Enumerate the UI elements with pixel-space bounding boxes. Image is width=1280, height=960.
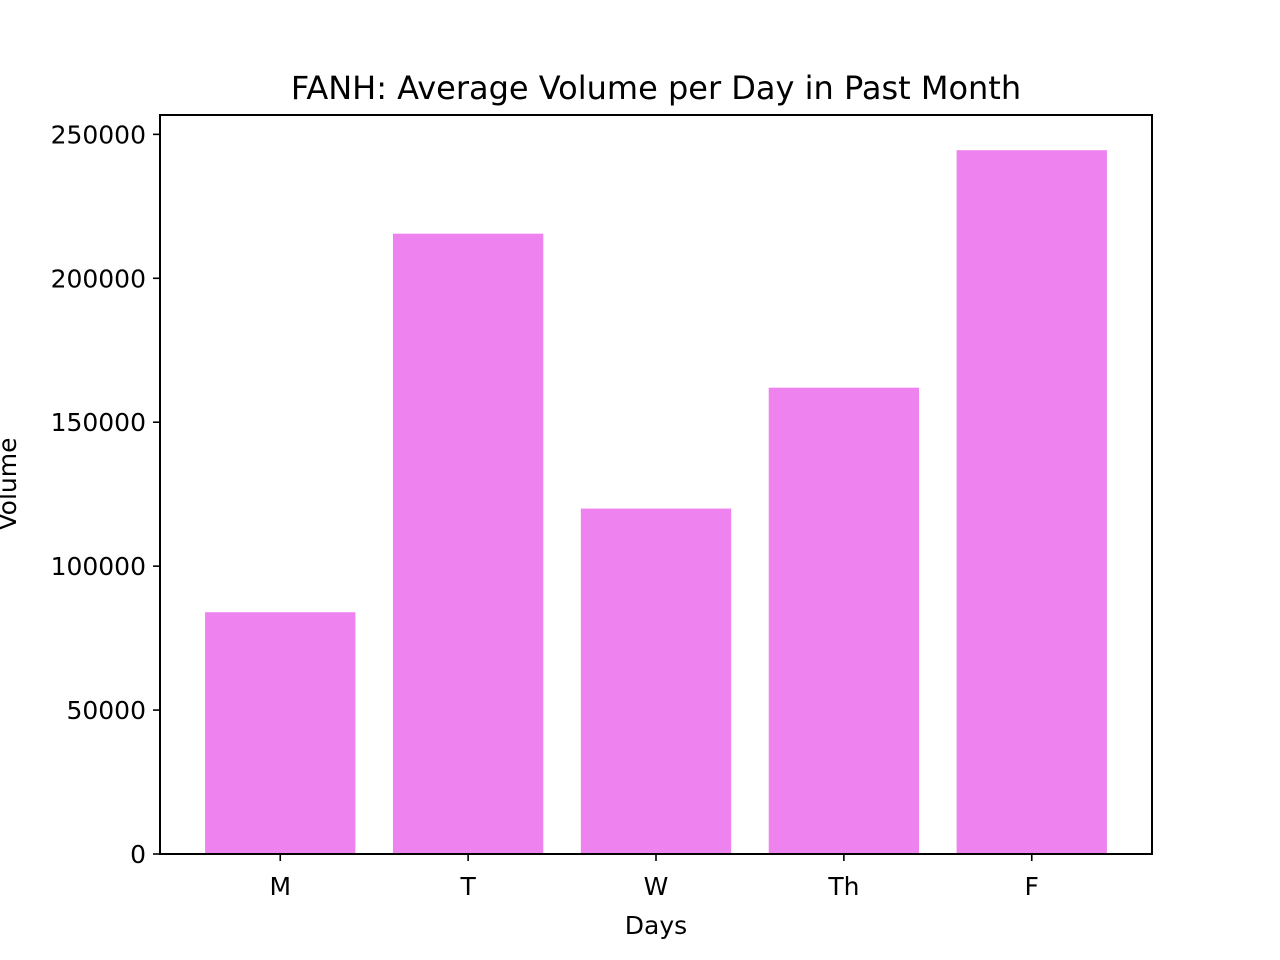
x-tick-label: Th [827, 872, 859, 901]
y-tick-label: 50000 [66, 696, 146, 725]
bar-m [205, 612, 356, 854]
bars-group [205, 150, 1107, 855]
y-axis-label: Volume [0, 438, 22, 531]
y-axis: 0 50000 100000 150000 200000 250000 [51, 120, 160, 869]
y-tick-label: 0 [130, 840, 146, 869]
x-tick-label: M [269, 872, 291, 901]
x-tick-label: W [644, 872, 669, 901]
y-tick-label: 100000 [51, 552, 146, 581]
x-axis-label: Days [625, 911, 687, 940]
bar-t [392, 233, 544, 855]
plot-frame [159, 114, 1153, 855]
x-tick-label: F [1025, 872, 1039, 901]
y-tick-label: 200000 [51, 264, 146, 293]
y-tick-label: 150000 [51, 408, 146, 437]
chart-title: FANH: Average Volume per Day in Past Mon… [291, 69, 1021, 107]
bar-f [956, 150, 1107, 854]
x-axis: M T W Th F [269, 854, 1039, 901]
bar-w [580, 508, 732, 854]
x-tick-label: T [459, 872, 476, 901]
bar-th [768, 387, 920, 854]
y-tick-label: 250000 [51, 120, 146, 149]
